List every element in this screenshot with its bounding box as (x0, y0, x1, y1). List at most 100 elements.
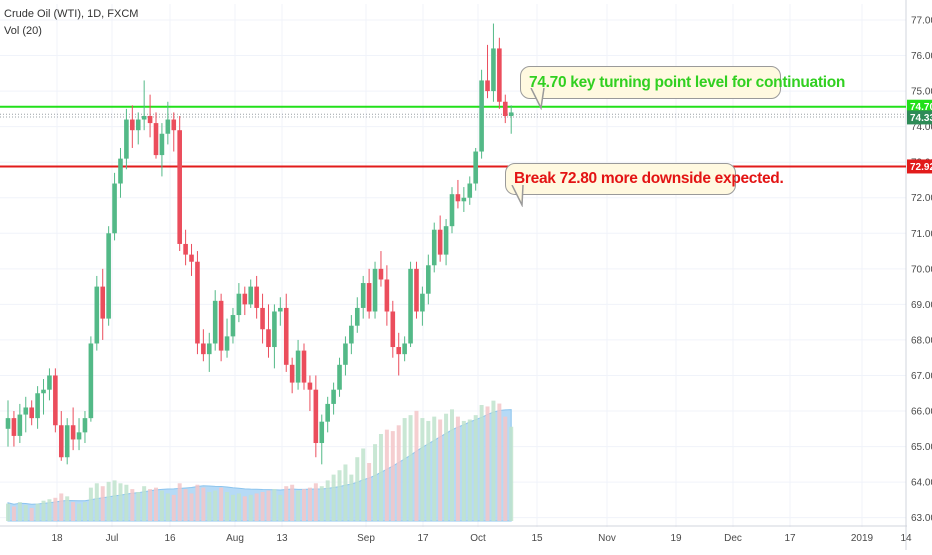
candle-up[interactable] (479, 69, 484, 159)
green-callout[interactable]: 74.70 key turning point level for contin… (520, 66, 845, 99)
candle-up[interactable] (94, 275, 100, 351)
symbol-legend[interactable]: Crude Oil (WTI), 1D, FXCM (4, 8, 139, 20)
candle-up[interactable] (508, 105, 514, 134)
candle-up[interactable] (408, 261, 413, 348)
candle-up[interactable] (76, 418, 82, 451)
candle-down[interactable] (242, 286, 248, 316)
candle-down[interactable] (53, 368, 58, 433)
candle-up[interactable] (467, 176, 473, 205)
candle-up[interactable] (23, 396, 29, 433)
candle-down[interactable] (414, 261, 419, 319)
candle-up[interactable] (17, 403, 23, 444)
candle-up[interactable] (141, 80, 147, 131)
candle-up[interactable] (343, 336, 348, 376)
candle-down[interactable] (485, 44, 490, 99)
candle-up[interactable] (360, 275, 366, 319)
candle-down[interactable] (70, 407, 76, 451)
candle-down[interactable] (201, 329, 206, 362)
candle-body (41, 389, 46, 394)
candle-up[interactable] (106, 226, 111, 326)
candle-down[interactable] (189, 243, 194, 276)
candle-down[interactable] (153, 112, 159, 159)
candle-down[interactable] (171, 112, 177, 152)
candle-up[interactable] (135, 112, 141, 145)
candle-down[interactable] (307, 375, 313, 412)
candle-down[interactable] (390, 300, 396, 358)
candle-down[interactable] (366, 268, 372, 319)
candle-down[interactable] (260, 293, 265, 344)
candle-up[interactable] (402, 336, 407, 362)
candle-down[interactable] (177, 115, 182, 252)
candle-up[interactable] (426, 254, 431, 305)
candle-up[interactable] (5, 400, 11, 447)
candle-down[interactable] (384, 265, 390, 326)
candlesticks[interactable] (5, 23, 514, 465)
candle-down[interactable] (289, 357, 295, 394)
candle-up[interactable] (491, 23, 496, 102)
candle-down[interactable] (497, 37, 502, 109)
candle-up[interactable] (35, 386, 40, 429)
candle-up[interactable] (236, 283, 242, 323)
candle-up[interactable] (349, 315, 354, 355)
candle-down[interactable] (58, 411, 64, 461)
candle-down[interactable] (195, 251, 200, 355)
price-axis[interactable]: 63.00 64.00 65.00 66.00 67.00 68.00 69.00 70.00… (907, 0, 932, 550)
candle-down[interactable] (100, 268, 106, 340)
candle-down[interactable] (11, 411, 17, 447)
candle-up[interactable] (449, 187, 455, 234)
candle-up[interactable] (473, 147, 478, 191)
candle-up[interactable] (47, 368, 52, 401)
candle-down[interactable] (301, 343, 307, 390)
red-callout[interactable]: Break 72.80 more downside expected. (505, 163, 784, 195)
candle-down[interactable] (283, 293, 289, 372)
candle-up[interactable] (224, 318, 230, 358)
candle-up[interactable] (443, 219, 449, 266)
candle-up[interactable] (272, 304, 277, 369)
candle-up[interactable] (420, 286, 425, 326)
candle-up[interactable] (248, 279, 254, 308)
candle-up[interactable] (118, 147, 123, 198)
candle-down[interactable] (455, 179, 461, 209)
volume-bar (124, 484, 129, 521)
time-axis[interactable]: 18 Jul 16 Aug 13 Sep 17 Oct 15 Nov 19 Dec 17 2019 14 (51, 533, 912, 544)
volume-legend[interactable]: Vol (20) (4, 25, 42, 37)
candle-down[interactable] (29, 400, 34, 426)
candle-down[interactable] (130, 105, 135, 148)
candle-down[interactable] (218, 293, 224, 362)
candle-body (230, 315, 236, 337)
candle-up[interactable] (325, 396, 330, 433)
candle-down[interactable] (266, 304, 271, 358)
candle-up[interactable] (372, 261, 378, 319)
candle-up[interactable] (64, 418, 70, 465)
candle-up[interactable] (165, 101, 171, 145)
candle-up[interactable] (278, 297, 283, 326)
candle-up[interactable] (230, 307, 236, 344)
candle-up[interactable] (82, 411, 88, 444)
candle-down[interactable] (502, 94, 508, 124)
candle-up[interactable] (124, 108, 129, 170)
candle-down[interactable] (313, 375, 319, 458)
candle-down[interactable] (147, 94, 153, 138)
candle-down[interactable] (183, 229, 188, 266)
candle-up[interactable] (41, 379, 46, 415)
candle-up[interactable] (295, 339, 301, 390)
candle-down[interactable] (437, 215, 443, 262)
candle-up[interactable] (206, 332, 212, 372)
candle-up[interactable] (159, 123, 165, 177)
horizontal-lines[interactable] (0, 105, 906, 168)
candle-down[interactable] (378, 251, 384, 287)
candle-up[interactable] (88, 336, 94, 422)
candle-up[interactable] (354, 297, 360, 333)
candle-down[interactable] (254, 275, 259, 319)
candle-up[interactable] (319, 414, 325, 465)
candle-up[interactable] (212, 290, 218, 351)
candle-up[interactable] (331, 382, 336, 415)
candle-up[interactable] (337, 357, 342, 397)
candle-up[interactable] (112, 172, 117, 241)
candle-up[interactable] (461, 187, 467, 212)
candle-up[interactable] (431, 222, 437, 273)
candle-down[interactable] (396, 332, 402, 376)
candle-body (130, 119, 135, 131)
